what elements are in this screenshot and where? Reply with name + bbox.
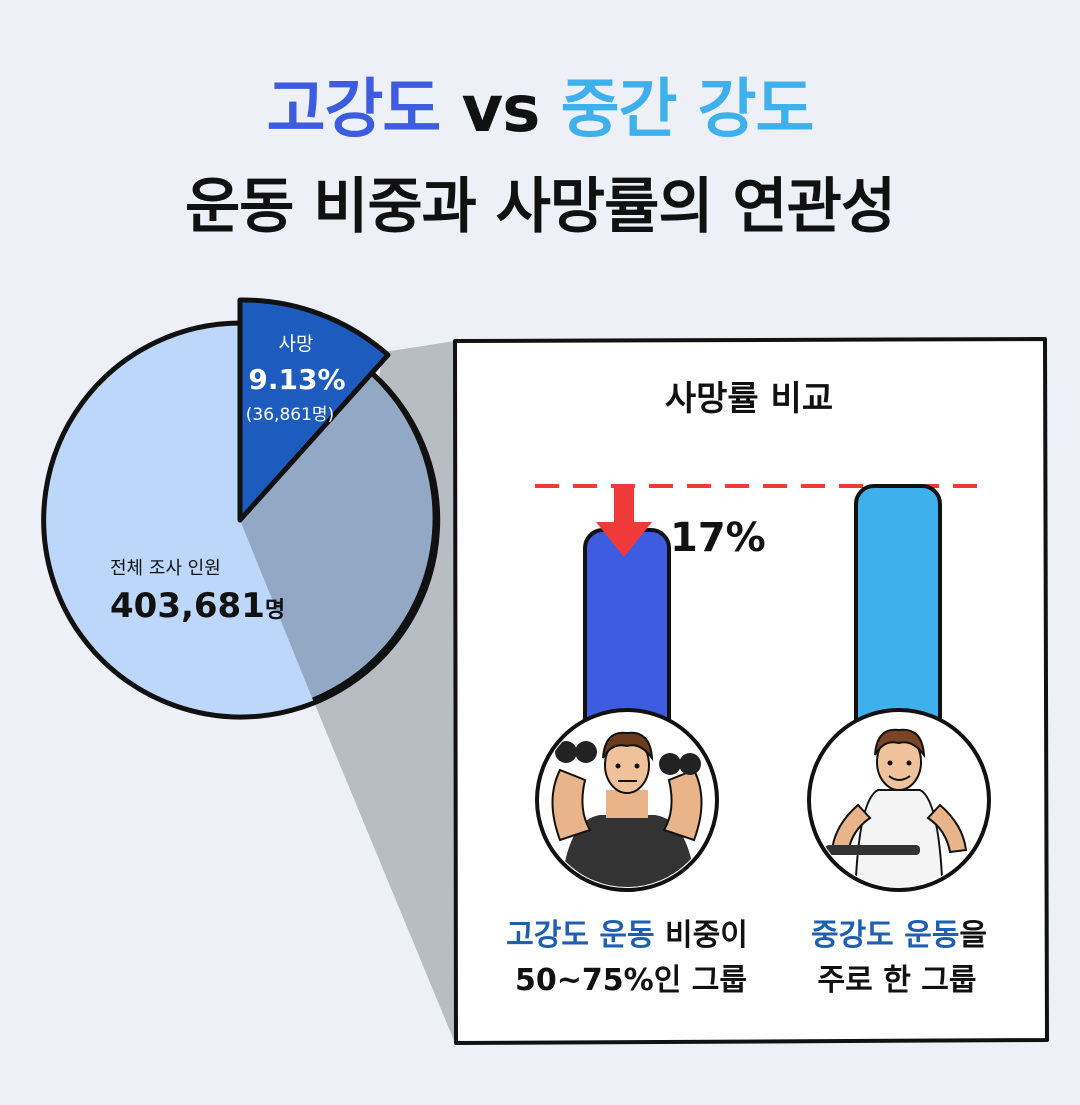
total-number: 403,681 [110, 586, 265, 626]
total-value: 403,681명 [110, 586, 285, 626]
pie-outline [312, 366, 438, 703]
pie-chart: 사망 9.13% (36,861명) 전체 조사 인원 403,681명 [41, 297, 441, 720]
category-moderate-rest: 을 [959, 918, 987, 953]
category-label-high: 고강도 운동 비중이 [506, 918, 748, 953]
difference-annotation: 17% [670, 515, 766, 561]
dumbbell-lifter-icon [535, 708, 719, 892]
down-arrow-icon [596, 484, 652, 557]
pie-shade-overlay [240, 368, 436, 700]
title-moderate-intensity: 중간 강도 [560, 73, 815, 147]
category-moderate-highlight: 중강도 운동 [811, 918, 959, 953]
comparison-panel: 사망률 비교 17% [453, 337, 1049, 1045]
title-line-2: 운동 비중과 사망률의 연관성 [184, 172, 896, 242]
category-high-line2: 50~75%인 그룹 [515, 963, 747, 998]
title-line-1: 고강도 vs 중간 강도 [0, 58, 1080, 150]
category-moderate-line2: 주로 한 그룹 [818, 963, 977, 998]
total-unit: 명 [265, 598, 285, 623]
title-vs: vs [461, 73, 541, 147]
death-count: (36,861명) [246, 405, 334, 425]
panel-title: 사망률 비교 [665, 379, 833, 419]
category-high-rest: 비중이 [655, 918, 748, 953]
death-percent: 9.13% [248, 363, 345, 396]
title-high-intensity: 고강도 [266, 73, 442, 147]
category-high-highlight: 고강도 운동 [506, 918, 654, 953]
pie-slice-death [237, 297, 391, 523]
total-label: 전체 조사 인원 [110, 558, 221, 579]
death-label: 사망 [279, 333, 314, 355]
category-label-moderate: 중강도 운동을 [811, 918, 987, 953]
rowing-man-icon [807, 708, 991, 892]
